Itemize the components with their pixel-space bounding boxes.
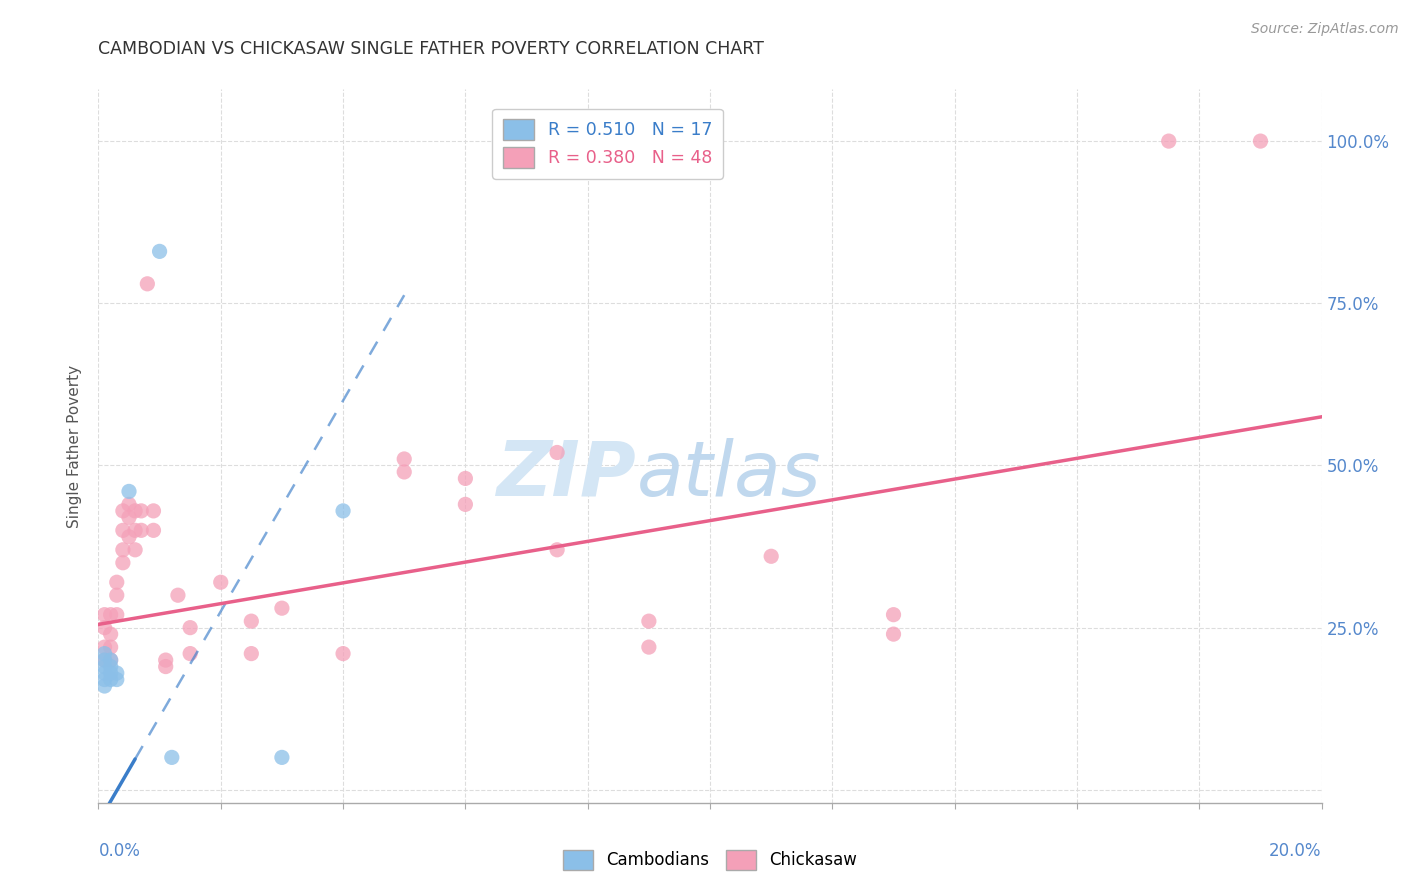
Point bbox=[100, 607, 122, 622]
Point bbox=[155, 653, 177, 667]
Text: 20.0%: 20.0% bbox=[1270, 842, 1322, 860]
Point bbox=[105, 666, 128, 681]
Point bbox=[105, 575, 128, 590]
Point bbox=[454, 471, 477, 485]
Point bbox=[105, 588, 128, 602]
Point bbox=[93, 666, 115, 681]
Point bbox=[240, 647, 263, 661]
Point bbox=[93, 607, 115, 622]
Point bbox=[1249, 134, 1271, 148]
Point bbox=[100, 640, 122, 654]
Point bbox=[118, 497, 141, 511]
Point bbox=[93, 640, 115, 654]
Point bbox=[118, 530, 141, 544]
Point bbox=[118, 484, 141, 499]
Point bbox=[100, 673, 122, 687]
Point bbox=[124, 542, 146, 557]
Point bbox=[637, 640, 661, 654]
Point bbox=[93, 679, 115, 693]
Point bbox=[142, 504, 165, 518]
Point bbox=[93, 673, 115, 687]
Point bbox=[93, 647, 115, 661]
Point bbox=[240, 614, 263, 628]
Point bbox=[155, 659, 177, 673]
Point bbox=[392, 465, 416, 479]
Point bbox=[883, 607, 905, 622]
Point bbox=[93, 659, 115, 673]
Point bbox=[100, 653, 122, 667]
Point bbox=[179, 621, 201, 635]
Point bbox=[93, 653, 115, 667]
Point bbox=[93, 653, 115, 667]
Point bbox=[546, 542, 568, 557]
Point bbox=[111, 556, 134, 570]
Point bbox=[454, 497, 477, 511]
Point bbox=[105, 673, 128, 687]
Point bbox=[118, 510, 141, 524]
Point bbox=[332, 504, 354, 518]
Text: ZIP: ZIP bbox=[496, 438, 637, 511]
Point bbox=[129, 504, 152, 518]
Point bbox=[179, 647, 201, 661]
Point bbox=[100, 659, 122, 673]
Point bbox=[124, 504, 146, 518]
Point bbox=[759, 549, 782, 564]
Point bbox=[100, 653, 122, 667]
Point bbox=[209, 575, 232, 590]
Point bbox=[883, 627, 905, 641]
Text: 0.0%: 0.0% bbox=[98, 842, 141, 860]
Point bbox=[129, 524, 152, 538]
Point bbox=[332, 647, 354, 661]
Point bbox=[100, 627, 122, 641]
Point bbox=[167, 588, 190, 602]
Point bbox=[149, 244, 172, 259]
Point bbox=[1157, 134, 1180, 148]
Point bbox=[270, 601, 292, 615]
Point bbox=[637, 614, 661, 628]
Point bbox=[105, 607, 128, 622]
Text: Source: ZipAtlas.com: Source: ZipAtlas.com bbox=[1251, 22, 1399, 37]
Point bbox=[111, 542, 134, 557]
Point bbox=[124, 524, 146, 538]
Point bbox=[136, 277, 159, 291]
Point bbox=[546, 445, 568, 459]
Text: atlas: atlas bbox=[637, 438, 821, 511]
Point bbox=[142, 524, 165, 538]
Point bbox=[111, 504, 134, 518]
Text: CAMBODIAN VS CHICKASAW SINGLE FATHER POVERTY CORRELATION CHART: CAMBODIAN VS CHICKASAW SINGLE FATHER POV… bbox=[98, 40, 765, 58]
Point bbox=[392, 452, 416, 467]
Point bbox=[100, 666, 122, 681]
Point bbox=[270, 750, 292, 764]
Point bbox=[160, 750, 183, 764]
Point bbox=[111, 524, 134, 538]
Legend: Cambodians, Chickasaw: Cambodians, Chickasaw bbox=[557, 843, 863, 877]
Point bbox=[93, 621, 115, 635]
Y-axis label: Single Father Poverty: Single Father Poverty bbox=[67, 365, 83, 527]
